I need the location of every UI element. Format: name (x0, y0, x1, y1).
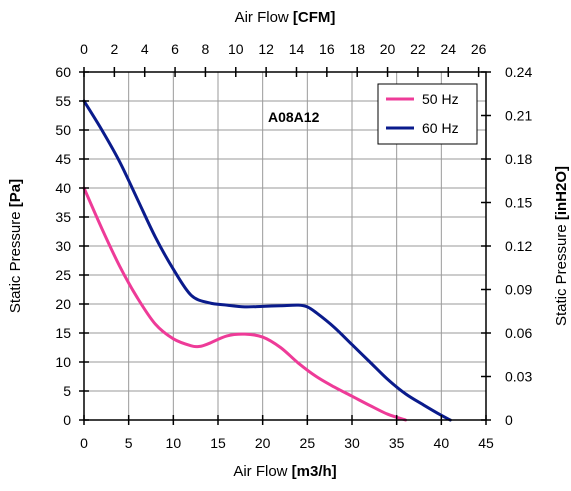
x-top-axis-title: Air Flow [CFM] (235, 9, 336, 26)
legend-label-60hz: 60 Hz (422, 120, 459, 136)
x-top-tick-label: 10 (228, 41, 244, 57)
y-right-tick-label: 0.06 (505, 325, 532, 341)
series-line-60hz (82, 99, 452, 422)
x-top-tick-label: 24 (440, 41, 456, 57)
y-right-tick-label: 0.12 (505, 238, 532, 254)
x-top-tick-label: 12 (258, 41, 274, 57)
x-top-tick-label: 18 (349, 41, 365, 57)
tick-labels: 0 5 10 15 20 25 30 35 40 450510152025303540455055… (55, 41, 532, 451)
x-top-tick-label: 8 (202, 41, 210, 57)
y-left-tick-label: 10 (55, 354, 71, 370)
x-bottom-tick-label: 0 (80, 435, 88, 451)
y-left-tick-label: 5 (63, 383, 71, 399)
y-right-axis-title: Static Pressure [inH2O] (553, 166, 570, 326)
series-layer (82, 99, 452, 422)
y-left-tick-label: 25 (55, 267, 71, 283)
x-bottom-tick-label: 25 (300, 435, 316, 451)
x-bottom-axis-title: Air Flow [m3/h] (233, 463, 336, 480)
x-top-tick-label: 4 (141, 41, 149, 57)
x-top-tick-label: 26 (471, 41, 487, 57)
legend-label-50hz: 50 Hz (422, 91, 459, 107)
x-bottom-tick-label: 40 (434, 435, 450, 451)
axis-ticks (79, 67, 491, 425)
y-left-tick-label: 40 (55, 180, 71, 196)
x-bottom-tick-label: 45 (478, 435, 494, 451)
y-right-tick-label: 0.24 (505, 64, 532, 80)
y-right-tick-label: 0.18 (505, 151, 532, 167)
x-top-tick-label: 20 (380, 41, 396, 57)
x-top-tick-label: 6 (171, 41, 179, 57)
x-top-tick-label: 22 (410, 41, 426, 57)
x-top-tick-label: 14 (289, 41, 305, 57)
y-left-tick-label: 50 (55, 122, 71, 138)
x-bottom-tick-label: 30 (344, 435, 360, 451)
series-line-50hz (82, 186, 408, 422)
y-left-tick-label: 55 (55, 93, 71, 109)
x-top-tick-label: 0 (80, 41, 88, 57)
x-bottom-tick-label: 20 (255, 435, 271, 451)
y-right-tick-label: 0.09 (505, 282, 532, 298)
y-right-tick-label: 0.03 (505, 369, 532, 385)
y-right-tick-label: 0.21 (505, 108, 532, 124)
grid-lines (84, 72, 486, 420)
y-right-tick-label: 0.15 (505, 195, 532, 211)
x-bottom-tick-label: 5 (125, 435, 133, 451)
y-left-tick-label: 15 (55, 325, 71, 341)
x-bottom-tick-label: 10 (166, 435, 182, 451)
model-label: A08A12 (268, 109, 320, 125)
y-left-tick-label: 20 (55, 296, 71, 312)
x-top-tick-label: 2 (110, 41, 118, 57)
y-left-tick-label: 45 (55, 151, 71, 167)
y-left-tick-label: 0 (63, 412, 71, 428)
y-left-tick-label: 35 (55, 209, 71, 225)
y-left-tick-label: 60 (55, 64, 71, 80)
legend: 50 Hz 60 Hz (377, 83, 478, 145)
y-left-axis-title: Static Pressure [Pa] (7, 179, 24, 313)
x-top-tick-label: 16 (319, 41, 335, 57)
x-bottom-tick-label: 15 (210, 435, 226, 451)
legend-box (377, 83, 478, 145)
x-bottom-tick-label: 35 (389, 435, 405, 451)
y-right-tick-label: 0 (505, 412, 513, 428)
y-left-tick-label: 30 (55, 238, 71, 254)
